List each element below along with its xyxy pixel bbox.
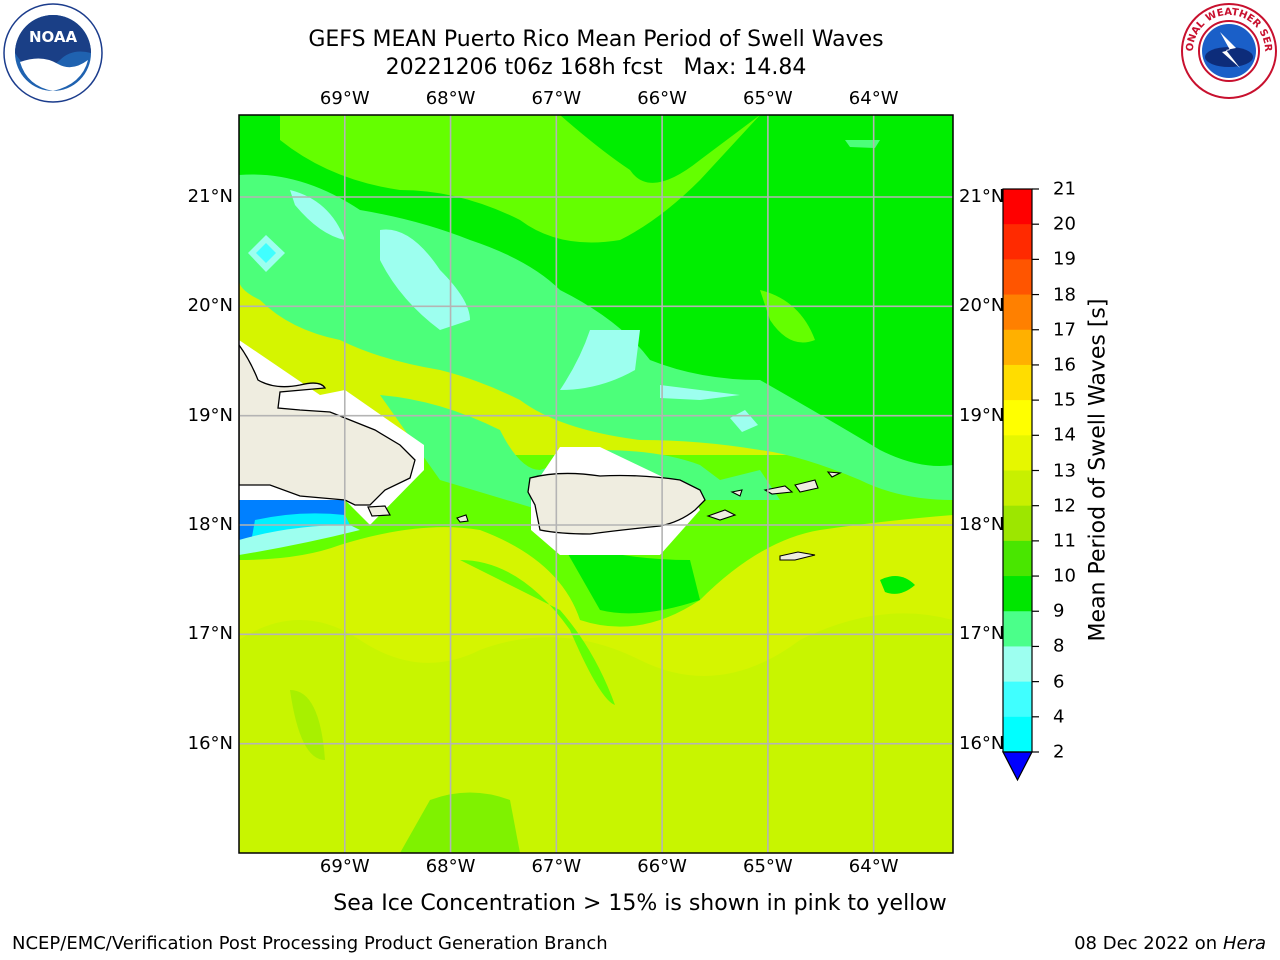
field-aqua-4 (660, 385, 740, 400)
colorbar-segment (1003, 576, 1032, 612)
colorbar-tick-label: 21 (1053, 178, 1076, 200)
land-hispaniola (239, 343, 416, 506)
lat-label-right: 20°N (959, 295, 1005, 317)
field-north-light (280, 115, 760, 243)
colorbar-tick-label: 17 (1053, 319, 1076, 341)
colorbar-segment (1003, 224, 1032, 260)
colorbar-tick-label: 13 (1053, 460, 1076, 481)
field-south (239, 613, 953, 853)
field-aqua-1 (290, 190, 345, 240)
colorbar-segment (1003, 540, 1032, 577)
lon-label-top: 66°W (637, 88, 687, 109)
lon-label-top: 68°W (425, 88, 476, 109)
colorbar-segment (1003, 611, 1032, 647)
credit-date-text: 08 Dec 2022 on (1074, 933, 1218, 954)
colorbar-tick-label: 4 (1053, 706, 1065, 728)
lat-label-right: 16°N (959, 732, 1005, 754)
field-aqua-coast (239, 525, 360, 555)
map-subtitle: 20221206 t06z 168h fcst Max: 14.84 (385, 55, 807, 80)
colorbar-segment (1003, 716, 1032, 753)
land-tortola (794, 479, 819, 493)
lat-label-right: 18°N (959, 514, 1005, 535)
lat-label-right: 21°N (959, 186, 1005, 207)
field-green-patch (400, 792, 520, 853)
sea-ice-footnote: Sea Ice Concentration > 15% is shown in … (333, 891, 947, 916)
lat-label-left: 17°N (187, 623, 233, 645)
lon-label-top: 69°W (319, 88, 370, 109)
colorbar-segment (1003, 364, 1032, 401)
colorbar-extend-arrow (1002, 751, 1033, 782)
lat-lon-grid (239, 115, 953, 853)
credit-host: Hera (1222, 933, 1266, 954)
noaa-logo-text: NOAA (29, 28, 78, 46)
colorbar-tick-label: 6 (1053, 671, 1065, 693)
nws-logo: NATIONAL WEATHER SERVICE (1180, 2, 1277, 99)
colorbar-title: Mean Period of Swell Waves [s] (1085, 298, 1111, 642)
lon-label-bottom: 66°W (637, 856, 687, 877)
map-field (239, 115, 953, 853)
colorbar-segment (1003, 400, 1032, 436)
lat-label-left: 16°N (187, 732, 233, 754)
field-aqua-3 (560, 330, 640, 390)
colorbar-tick-label: 19 (1053, 248, 1076, 270)
field-bright-patch (560, 540, 700, 614)
colorbar-tick-label: 10 (1053, 565, 1076, 587)
land-st-croix (779, 551, 816, 561)
colorbar-tick-label: 16 (1053, 354, 1076, 376)
lat-label-left: 21°N (187, 186, 233, 207)
colorbar-segment (1003, 470, 1032, 507)
colorbar-segment (1003, 329, 1032, 366)
lon-label-bottom: 68°W (425, 856, 476, 877)
field-cyan-diamond (256, 243, 276, 263)
land-vieques (706, 509, 737, 521)
colorbar-tick-label: 8 (1053, 635, 1065, 657)
colorbar-tick-label: 12 (1053, 495, 1076, 517)
land-st-thomas (763, 485, 794, 495)
lon-label-bottom: 64°W (848, 856, 899, 877)
noaa-logo: NOAA (3, 3, 103, 103)
colorbar-segment (1003, 681, 1032, 718)
field-bright-dot (880, 576, 915, 594)
colorbar-tick-label: 14 (1053, 424, 1076, 446)
lat-label-left: 19°N (187, 404, 233, 426)
land-culebra (730, 489, 743, 497)
colorbar-tick-label: 15 (1053, 389, 1076, 411)
map-frame (238, 114, 954, 854)
lat-label-right: 19°N (959, 404, 1005, 426)
lon-label-bottom: 69°W (319, 856, 370, 877)
colorbar-segment (1003, 189, 1032, 225)
land-anegada (826, 471, 843, 478)
lat-label-right: 17°N (959, 623, 1005, 645)
land-puerto-rico (527, 472, 706, 535)
colorbar-segment (1003, 435, 1032, 471)
colorbar-segment (1003, 259, 1032, 296)
colorbar-tick-label: 11 (1053, 530, 1076, 552)
lon-label-top: 67°W (531, 88, 582, 109)
colorbar-tick-label: 9 (1053, 600, 1065, 622)
colorbar-segment (1003, 646, 1032, 683)
lat-label-left: 20°N (187, 295, 233, 317)
land-mona (456, 514, 469, 523)
field-patch (290, 690, 325, 760)
land-islet-1 (367, 505, 391, 517)
field-ne-patch (845, 140, 880, 148)
field-aqua-2 (380, 229, 470, 330)
colorbar-tick-label: 2 (1053, 741, 1065, 763)
credit-ncep: NCEP/EMC/Verification Post Processing Pr… (12, 933, 608, 954)
map-title: GEFS MEAN Puerto Rico Mean Period of Swe… (308, 27, 884, 52)
colorbar-segment (1003, 294, 1032, 331)
colorbar-tick-label: 18 (1053, 284, 1076, 306)
lon-label-bottom: 67°W (531, 856, 582, 877)
colorbar-segment (1003, 505, 1032, 542)
lon-label-top: 64°W (848, 88, 899, 109)
field-north-patch (760, 290, 815, 343)
credit-date: 08 Dec 2022 on Hera (1074, 933, 1266, 954)
colorbar-tick-label: 20 (1053, 213, 1076, 235)
colorbar (1002, 188, 1039, 782)
lat-label-left: 18°N (187, 514, 233, 535)
lon-label-bottom: 65°W (743, 856, 793, 877)
lon-label-top: 65°W (743, 88, 793, 109)
